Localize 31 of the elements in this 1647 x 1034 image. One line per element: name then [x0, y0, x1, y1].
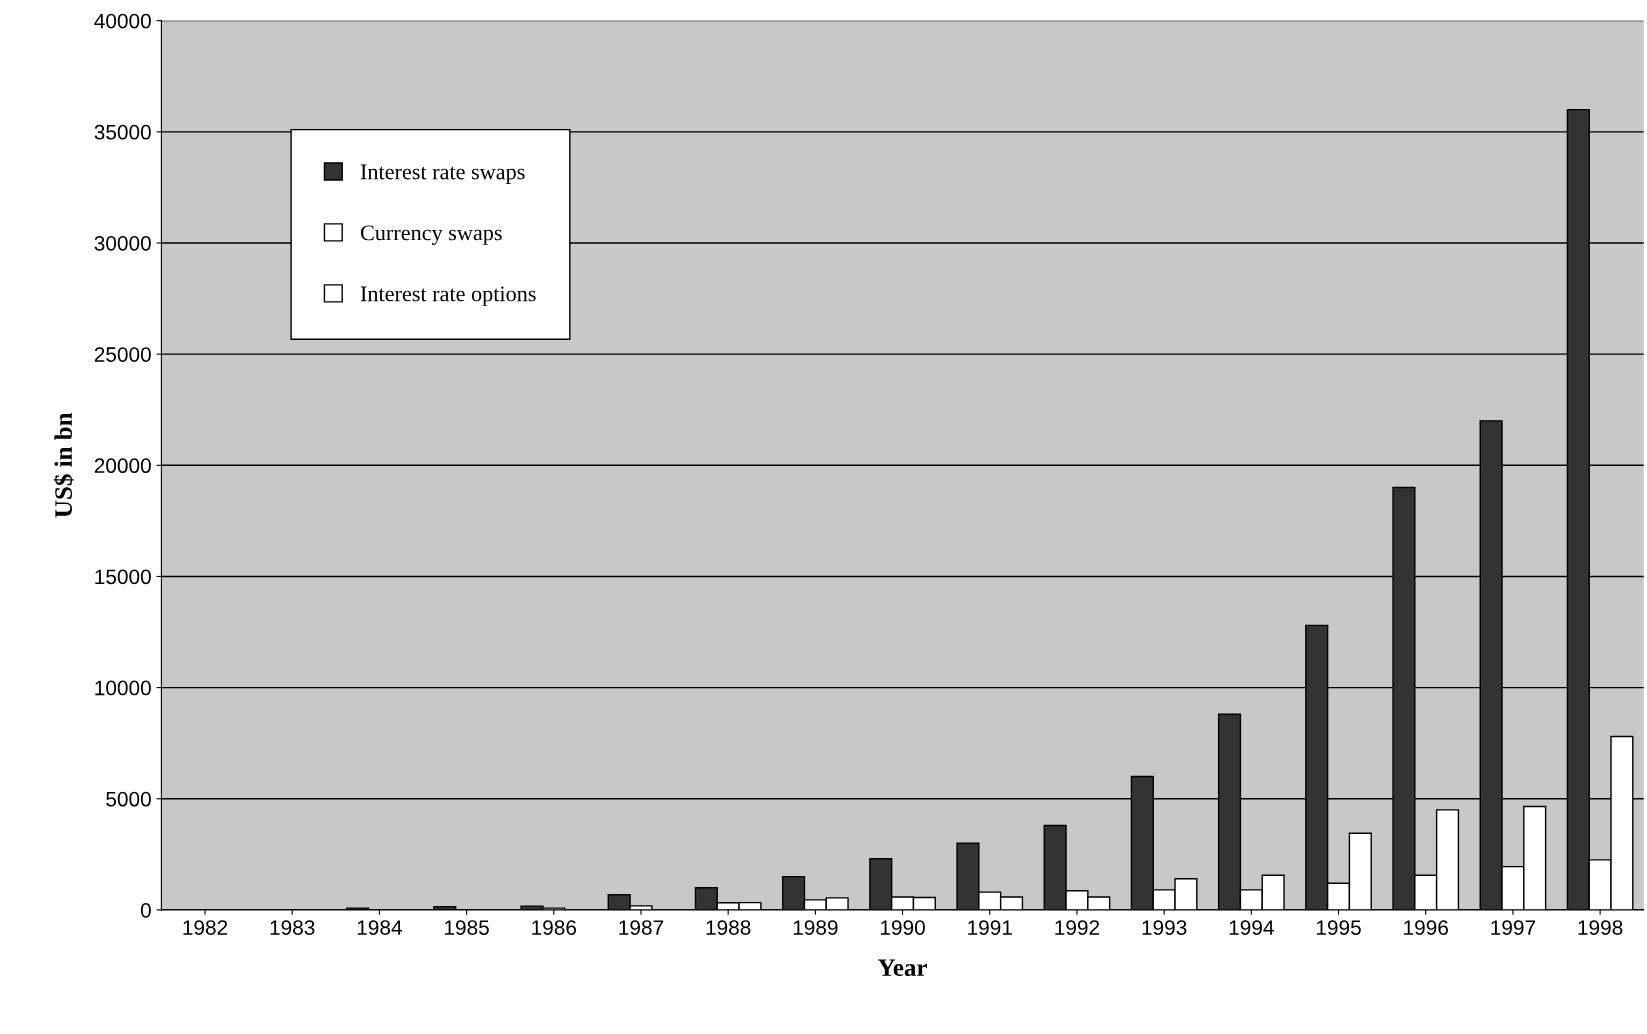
legend-label: Interest rate swaps [360, 164, 525, 184]
x-tick-label: 1990 [880, 920, 925, 935]
x-tick-label: 1983 [270, 920, 315, 935]
x-tick-label: 1994 [1229, 920, 1274, 935]
x-tick-label: 1985 [445, 920, 489, 935]
x-tick-label: 1991 [968, 920, 1012, 935]
y-tick-label: 30000 [94, 235, 151, 251]
legend-label: Interest rate options [360, 286, 536, 306]
legend-label: Currency swaps [360, 225, 502, 245]
x-axis-title: Year [878, 959, 927, 977]
x-tick-label: 1984 [357, 920, 402, 935]
x-tick-label: 1995 [1316, 920, 1361, 935]
y-tick-label: 10000 [95, 680, 151, 696]
y-tick-label: 20000 [94, 458, 151, 474]
y-tick-label: 5000 [106, 791, 151, 807]
x-tick-label: 1996 [1404, 920, 1448, 935]
x-tick-label: 1986 [532, 920, 577, 935]
x-tick-label: 1997 [1491, 920, 1536, 935]
x-tick-label: 1998 [1578, 920, 1623, 935]
x-tick-label: 1989 [793, 920, 838, 935]
x-tick-label: 1982 [183, 920, 228, 935]
y-tick-label: 15000 [95, 569, 151, 585]
y-tick-label: 25000 [94, 347, 151, 362]
y-axis-title: US$ in bn [53, 412, 74, 518]
x-tick-label: 1987 [619, 920, 664, 935]
y-tick-label: 35000 [94, 124, 151, 140]
x-tick-label: 1988 [706, 920, 751, 935]
y-tick-label: 0 [140, 902, 151, 918]
y-tick-label: 40000 [94, 13, 151, 29]
x-tick-label: 1992 [1055, 920, 1100, 935]
x-tick-label: 1993 [1142, 920, 1187, 935]
